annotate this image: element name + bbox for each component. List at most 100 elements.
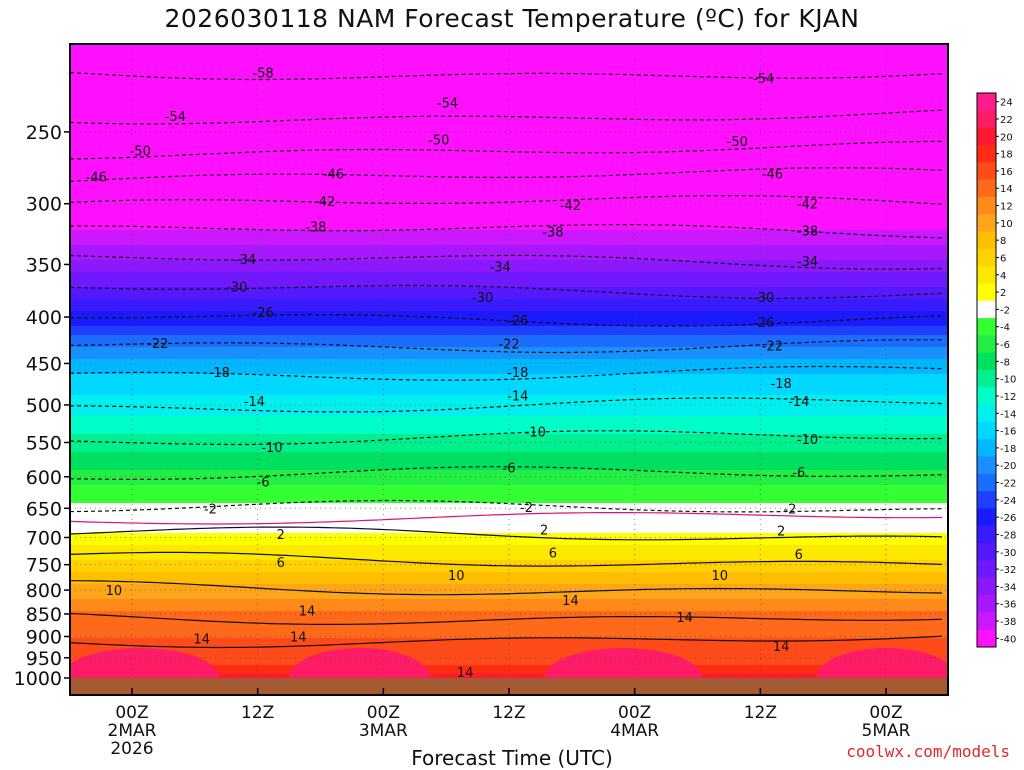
temperature-band	[70, 200, 948, 204]
temperature-band	[70, 665, 948, 669]
temperature-band	[70, 149, 948, 153]
contour-line	[70, 140, 942, 160]
y-tick-label: 800	[26, 580, 62, 602]
temperature-band	[70, 389, 948, 393]
temperature-band	[70, 497, 948, 501]
contour-label: 14	[299, 604, 316, 619]
contour-label: 14	[457, 666, 474, 681]
temperature-band	[70, 446, 948, 450]
x-tick-label: 3MAR	[359, 721, 408, 741]
contour-label: -6	[257, 475, 270, 490]
x-tick-label: 00Z	[618, 703, 651, 723]
temperature-band	[70, 500, 948, 504]
temperature-band	[70, 422, 948, 426]
temperature-band	[70, 662, 948, 666]
contour-label: 10	[711, 569, 728, 584]
colorbar-legend: 24 22 20 18 16 14 12 10 8 6 4 2 -2 -4 -6 -8 -10 -12 -14 -16…	[976, 92, 1016, 648]
temperature-band	[70, 254, 948, 258]
temperature-band	[70, 65, 948, 69]
temperature-band	[70, 224, 948, 228]
contour-label: 10	[448, 569, 465, 584]
temperature-band	[70, 515, 948, 519]
colorbar-swatch	[977, 110, 996, 129]
temperature-band	[70, 101, 948, 105]
temperature-band	[70, 491, 948, 495]
temperature-band	[70, 77, 948, 81]
colorbar-label: -4	[1000, 323, 1010, 334]
credit-link[interactable]: coolwx.com/models	[846, 742, 1010, 761]
temperature-band	[70, 575, 948, 579]
temperature-band	[70, 239, 948, 243]
x-tick-label: 5MAR	[862, 721, 911, 741]
colorbar-label: 18	[1000, 150, 1013, 161]
y-tick-label: 500	[26, 395, 62, 417]
colorbar-label: -32	[1000, 565, 1016, 576]
colorbar-label: -20	[1000, 461, 1016, 472]
contour-line	[70, 580, 943, 596]
y-tick-label: 400	[26, 307, 62, 329]
y-axis: 2503003504004505005506006507007508008509…	[14, 122, 70, 690]
contour-label: 6	[549, 546, 557, 561]
colorbar-label: -22	[1000, 479, 1016, 490]
ground-layer	[70, 678, 948, 695]
temperature-band	[70, 629, 948, 633]
colorbar-label: 8	[1000, 236, 1006, 247]
y-tick-label: 750	[26, 555, 62, 577]
temperature-band	[70, 641, 948, 645]
contour-line	[70, 314, 943, 327]
colorbar-swatch	[977, 387, 996, 406]
contour-label: -42	[797, 198, 818, 213]
contour-label: -14	[244, 395, 265, 410]
temperature-band	[70, 311, 948, 315]
chart-title: 2026030118 NAM Forecast Temperature (ºC)…	[164, 4, 860, 33]
temperature-band	[70, 536, 948, 540]
temperature-band	[70, 161, 948, 165]
temperature-band	[70, 347, 948, 351]
contour-label: -18	[507, 366, 528, 381]
contour-label: -22	[498, 338, 519, 353]
temperature-band	[70, 116, 948, 120]
temperature-band	[70, 44, 948, 48]
x-tick-label: 12Z	[241, 703, 274, 723]
temperature-band	[70, 266, 948, 270]
temperature-band	[70, 320, 948, 324]
temperature-band	[70, 137, 948, 141]
temperature-band	[70, 92, 948, 96]
temperature-band	[70, 122, 948, 126]
colorbar-label: -26	[1000, 513, 1016, 524]
colorbar-swatch	[977, 318, 996, 336]
colorbar-swatch	[977, 162, 996, 181]
temperature-band	[70, 455, 948, 459]
contour-label: 6	[277, 556, 285, 571]
temperature-band	[70, 350, 948, 354]
colorbar-label: -24	[1000, 496, 1016, 507]
temperature-band	[70, 656, 948, 660]
temperature-band	[70, 626, 948, 630]
temperature-band	[70, 287, 948, 291]
contour-line	[70, 551, 943, 567]
temperature-band	[70, 305, 948, 309]
colorbar-label: 14	[1000, 184, 1013, 195]
colorbar-label: -18	[1000, 444, 1016, 455]
contour-line	[70, 526, 943, 541]
temperature-band	[70, 185, 948, 189]
colorbar-swatch	[977, 352, 996, 371]
contour-label: 10	[106, 584, 123, 599]
colorbar-label: 10	[1000, 219, 1013, 230]
temperature-band	[70, 419, 948, 423]
contour-label: -2	[783, 502, 796, 517]
temperature-band	[70, 485, 948, 489]
temperature-band	[70, 50, 948, 54]
contour-label: -46	[86, 171, 107, 186]
temperature-band	[70, 299, 948, 303]
temperature-band	[70, 572, 948, 576]
temperature-band	[70, 269, 948, 273]
temperature-band	[70, 380, 948, 384]
colorbar-label: -8	[1000, 357, 1010, 368]
colorbar-swatch	[977, 266, 996, 284]
x-tick-label: 4MAR	[610, 721, 659, 741]
contour-label: -42	[314, 195, 335, 210]
temperature-band	[70, 566, 948, 570]
temperature-band	[70, 206, 948, 210]
temperature-band	[70, 554, 948, 558]
